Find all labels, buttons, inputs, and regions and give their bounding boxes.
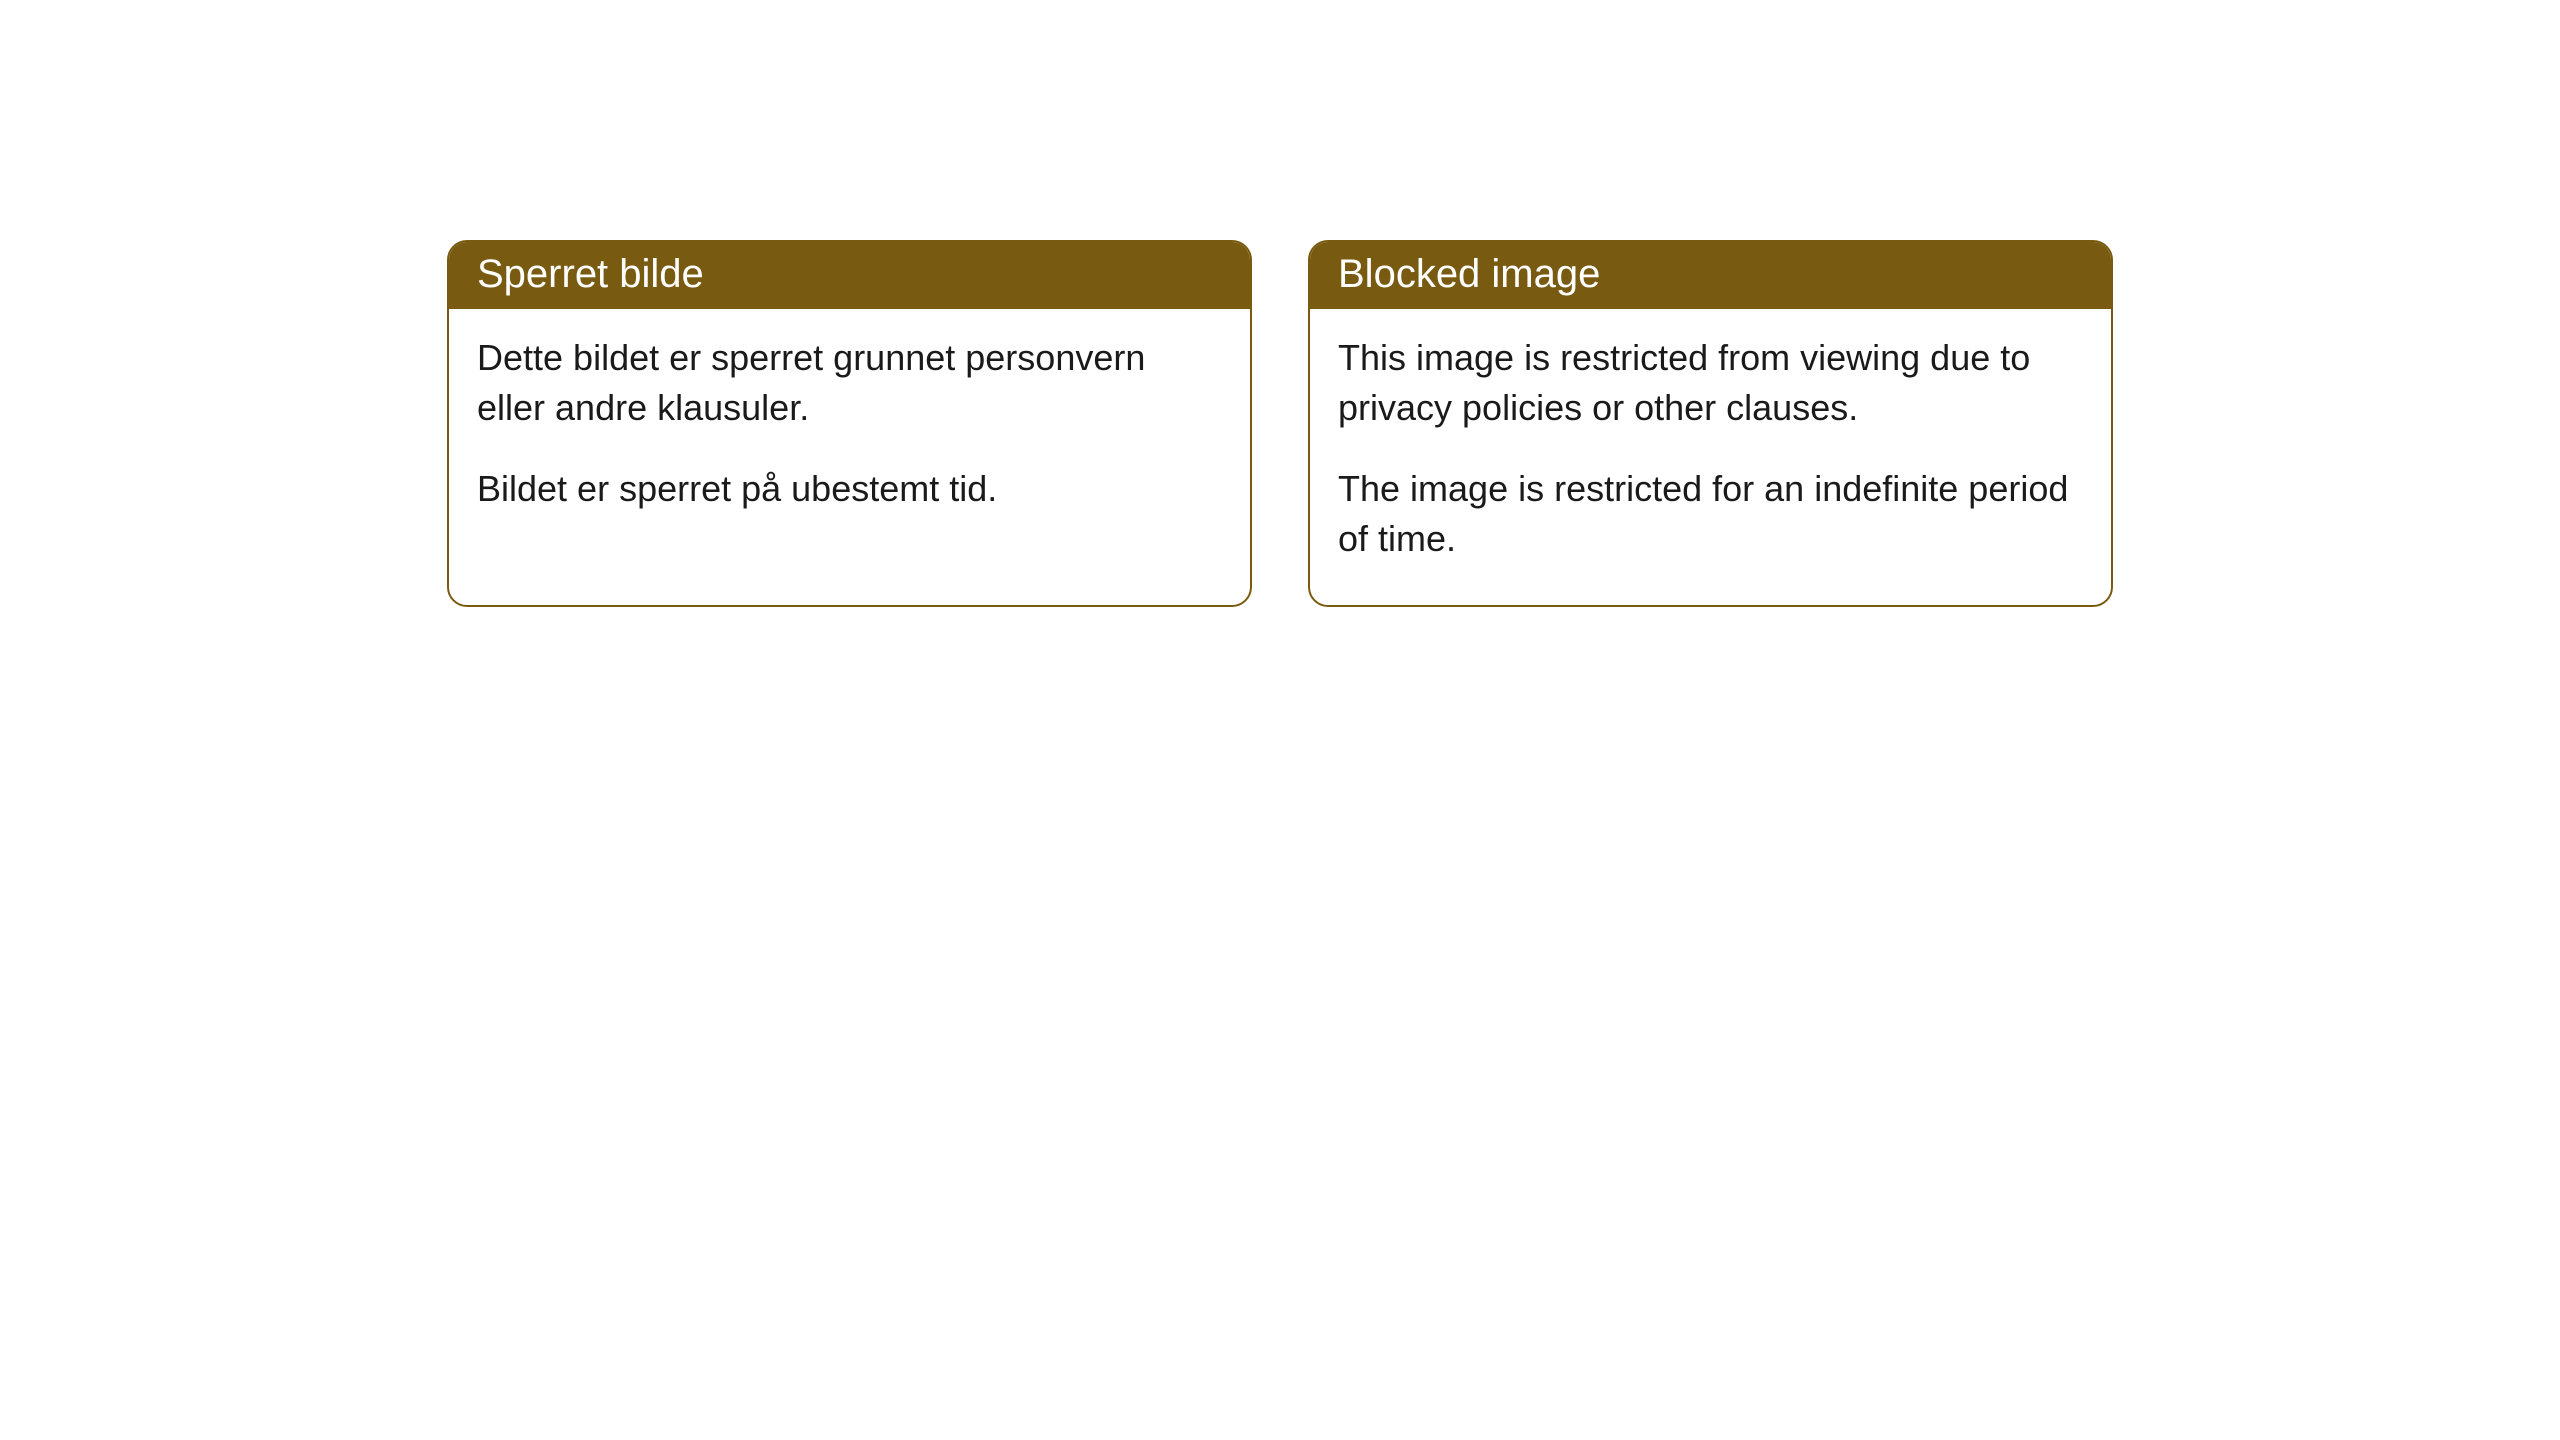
card-title: Blocked image bbox=[1338, 252, 1600, 296]
card-body: This image is restricted from viewing du… bbox=[1310, 309, 2111, 605]
notice-cards-container: Sperret bilde Dette bildet er sperret gr… bbox=[447, 240, 2560, 607]
card-paragraph: Dette bildet er sperret grunnet personve… bbox=[477, 333, 1222, 434]
card-body: Dette bildet er sperret grunnet personve… bbox=[449, 309, 1250, 554]
card-paragraph: This image is restricted from viewing du… bbox=[1338, 333, 2083, 434]
card-header: Sperret bilde bbox=[449, 242, 1250, 309]
card-paragraph: Bildet er sperret på ubestemt tid. bbox=[477, 464, 1222, 514]
card-header: Blocked image bbox=[1310, 242, 2111, 309]
notice-card-norwegian: Sperret bilde Dette bildet er sperret gr… bbox=[447, 240, 1252, 607]
card-title: Sperret bilde bbox=[477, 252, 704, 296]
notice-card-english: Blocked image This image is restricted f… bbox=[1308, 240, 2113, 607]
card-paragraph: The image is restricted for an indefinit… bbox=[1338, 464, 2083, 565]
